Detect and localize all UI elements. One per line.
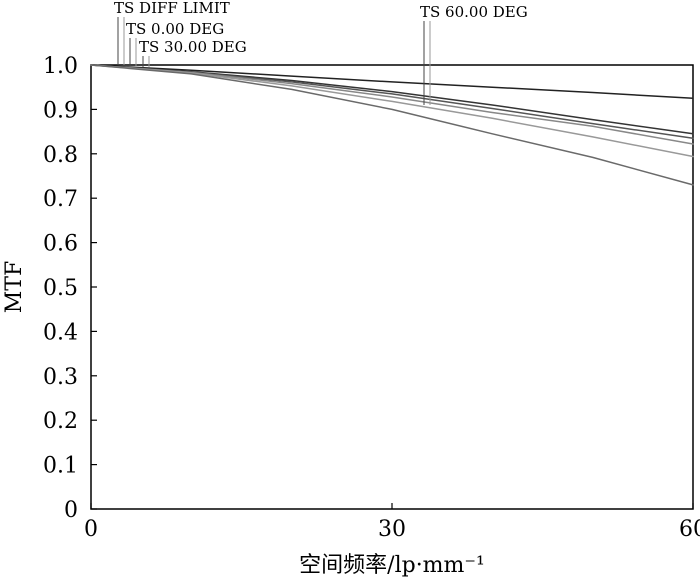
y-tick-label-0: 0: [64, 498, 78, 523]
y-tick-label-1: 0.1: [43, 454, 78, 479]
series-line-3: [90, 64, 694, 145]
legend-label-3: TS 60.00 DEG: [420, 3, 528, 21]
y-tick-label-3: 0.3: [43, 365, 78, 390]
y-tick-label-9: 0.9: [43, 98, 78, 123]
x-tick-label-0: 0: [84, 517, 98, 542]
legend-label-2: TS 30.00 DEG: [139, 38, 247, 56]
y-tick-label-6: 0.6: [43, 232, 78, 257]
y-tick-label-5: 0.5: [43, 276, 78, 301]
series-line-0: [90, 64, 694, 100]
y-tick-label-4: 0.4: [43, 320, 78, 345]
x-tick-label-1: 30: [378, 517, 406, 542]
series-line-5: [90, 64, 694, 186]
y-tick-label-10: 1.0: [43, 54, 78, 79]
plot-frame: [90, 64, 694, 510]
legend-label-0: TS DIFF LIMIT: [114, 0, 230, 17]
x-tick-label-2: 60: [679, 517, 700, 542]
x-axis-title: 空间频率/lp·mm⁻¹: [299, 553, 485, 578]
series-line-1: [90, 64, 694, 135]
legend-label-1: TS 0.00 DEG: [126, 20, 224, 38]
series-line-4: [90, 64, 694, 158]
y-tick-label-8: 0.8: [43, 143, 78, 168]
y-tick-label-7: 0.7: [43, 187, 78, 212]
y-tick-label-2: 0.2: [43, 409, 78, 434]
y-axis-title: MTF: [2, 261, 27, 313]
